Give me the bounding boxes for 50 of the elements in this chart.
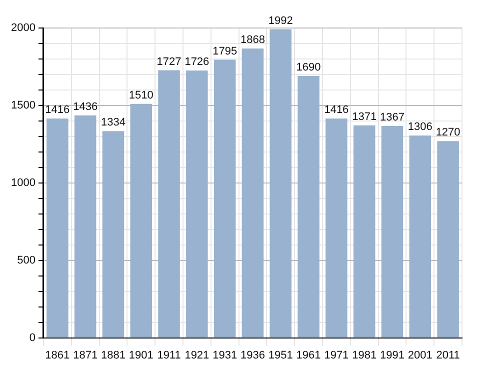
data-label: 1436 [73,100,98,113]
x-tick-label: 1861 [45,349,70,362]
y-tick-label: 0 [29,332,36,344]
x-tick-label: 1871 [73,349,98,362]
data-label: 1270 [436,126,460,139]
bar [130,104,152,338]
data-label: 1367 [380,112,404,124]
bar [381,126,404,338]
data-label: 1306 [408,121,432,134]
data-label: 1510 [128,89,154,102]
data-label: 1371 [352,110,377,123]
x-tick-label: 2001 [408,349,432,362]
bar [214,60,236,338]
x-tick-label: 1901 [128,349,154,362]
bar [102,131,124,338]
x-tick-label: 1991 [380,349,404,362]
data-label: 1795 [212,45,238,58]
bar [74,115,96,338]
x-tick-label: 1936 [240,349,265,362]
bar [242,48,264,338]
data-label: 1727 [156,56,182,68]
bar [353,125,376,338]
y-tick-label: 1500 [10,99,36,112]
bar [46,118,68,338]
data-label: 1726 [184,56,210,68]
data-label: 1690 [296,62,321,74]
y-tick-label: 2000 [10,22,36,34]
y-tick-label: 500 [17,254,36,266]
bar [158,70,180,338]
x-tick-label: 1981 [352,349,377,362]
bar [326,118,348,338]
data-label: 1334 [100,116,126,129]
x-tick-label: 1961 [296,349,321,362]
data-label: 1868 [240,34,265,46]
x-tick-label: 1921 [184,349,210,362]
x-tick-label: 1881 [100,349,126,362]
x-tick-label: 1951 [268,349,293,362]
x-tick-label: 1911 [157,349,181,362]
bar [270,29,292,338]
x-tick-label: 2011 [436,349,460,362]
bar [298,76,320,338]
data-label: 1416 [324,104,349,116]
bar [409,136,432,338]
bar [437,141,459,338]
x-tick-label: 1931 [212,349,238,362]
y-tick-label: 1000 [10,176,36,189]
data-label: 1416 [45,104,70,116]
data-label: 1992 [268,14,293,27]
bar [186,70,208,338]
x-tick-label: 1971 [324,349,349,362]
